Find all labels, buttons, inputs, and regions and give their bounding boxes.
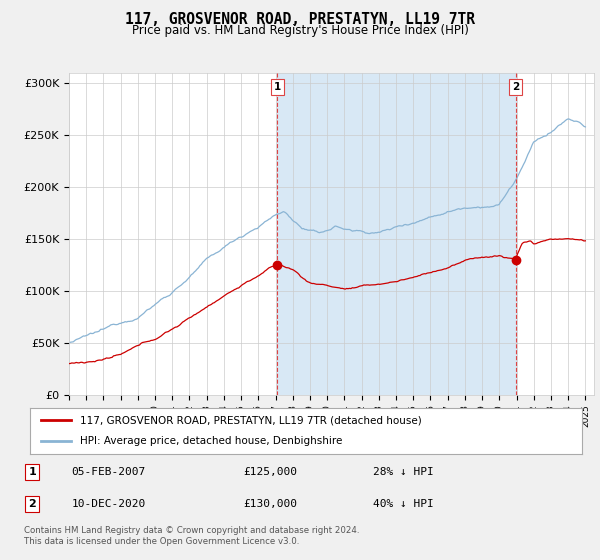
Text: Contains HM Land Registry data © Crown copyright and database right 2024.
This d: Contains HM Land Registry data © Crown c… [24,526,359,546]
Text: 117, GROSVENOR ROAD, PRESTATYN, LL19 7TR: 117, GROSVENOR ROAD, PRESTATYN, LL19 7TR [125,12,475,27]
Text: 10-DEC-2020: 10-DEC-2020 [71,499,146,509]
Text: 2: 2 [28,499,36,509]
Text: HPI: Average price, detached house, Denbighshire: HPI: Average price, detached house, Denb… [80,436,342,446]
Text: 1: 1 [274,82,281,92]
Text: £125,000: £125,000 [244,467,298,477]
Text: 28% ↓ HPI: 28% ↓ HPI [373,467,434,477]
Bar [277,73,515,395]
Text: 1: 1 [28,467,36,477]
Text: 40% ↓ HPI: 40% ↓ HPI [373,499,434,509]
Text: £130,000: £130,000 [244,499,298,509]
Text: 117, GROSVENOR ROAD, PRESTATYN, LL19 7TR (detached house): 117, GROSVENOR ROAD, PRESTATYN, LL19 7TR… [80,415,421,425]
Text: 2: 2 [512,82,519,92]
Text: Price paid vs. HM Land Registry's House Price Index (HPI): Price paid vs. HM Land Registry's House … [131,24,469,36]
Text: 05-FEB-2007: 05-FEB-2007 [71,467,146,477]
